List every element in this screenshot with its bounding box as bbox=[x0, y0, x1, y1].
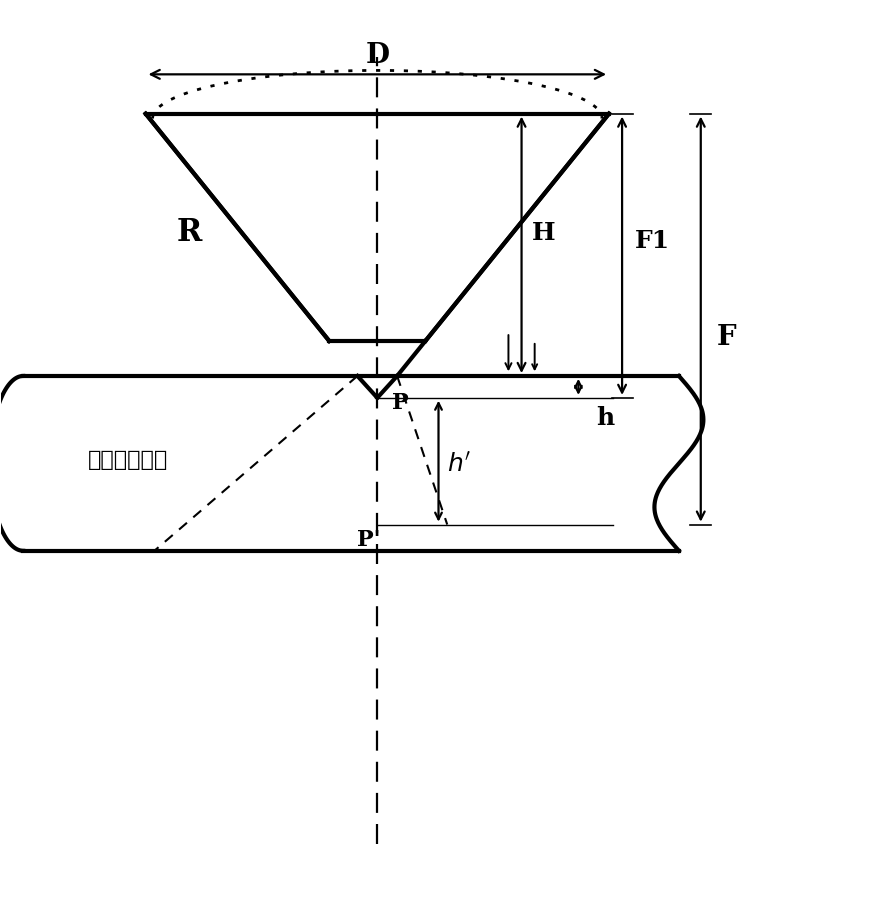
Text: h: h bbox=[595, 405, 614, 429]
Text: $h'$: $h'$ bbox=[447, 453, 472, 477]
Text: P': P' bbox=[357, 528, 381, 550]
Text: P: P bbox=[392, 391, 409, 414]
Text: H: H bbox=[531, 221, 555, 244]
Text: F: F bbox=[717, 323, 736, 351]
Text: F1: F1 bbox=[635, 229, 670, 253]
Text: 复合材料工件: 复合材料工件 bbox=[88, 449, 168, 470]
Text: R: R bbox=[176, 217, 202, 248]
Text: D: D bbox=[366, 41, 389, 69]
